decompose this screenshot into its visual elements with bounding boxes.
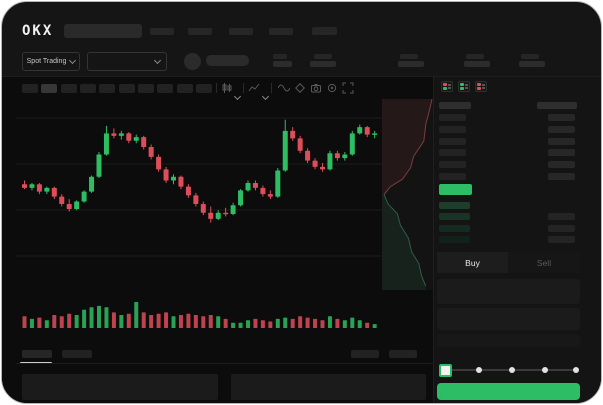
timeframe-button[interactable]	[177, 84, 193, 93]
ask-row-amount[interactable]	[548, 137, 575, 145]
nav-item[interactable]	[229, 28, 253, 35]
orders-panel-placeholder	[22, 374, 218, 400]
bottom-tab[interactable]	[62, 350, 92, 358]
sell-tab-label: Sell	[536, 257, 552, 268]
price-input[interactable]	[437, 279, 580, 304]
search-input[interactable]	[64, 24, 142, 38]
candlestick-chart[interactable]	[16, 98, 382, 298]
depth-chart	[382, 99, 433, 290]
amount-slider-handle[interactable]	[439, 364, 452, 377]
market-type-label: Spot Trading	[26, 58, 67, 65]
ask-row-amount[interactable]	[548, 161, 575, 169]
bottom-action[interactable]	[389, 350, 417, 358]
bid-row-amount[interactable]	[548, 236, 575, 243]
chevron-down-icon	[69, 56, 77, 65]
book-header-price	[439, 102, 471, 109]
ask-row-price[interactable]	[439, 125, 466, 133]
slider-stop-75[interactable]	[542, 367, 548, 373]
book-bids-icon[interactable]	[458, 81, 470, 92]
buy-tab-label: Buy	[465, 257, 480, 268]
ask-row-amount[interactable]	[548, 149, 575, 157]
ask-row-amount[interactable]	[548, 125, 575, 133]
indicators-icon[interactable]	[248, 82, 260, 94]
bid-row-price[interactable]	[439, 202, 470, 209]
slider-stop-25[interactable]	[476, 367, 482, 373]
volume-chart	[22, 302, 377, 328]
timeframe-button-active[interactable]	[41, 84, 57, 93]
pair-name-placeholder	[206, 55, 249, 66]
book-combined-icon[interactable]	[441, 81, 453, 92]
gear-icon[interactable]	[326, 82, 338, 94]
ask-row-price[interactable]	[439, 149, 466, 157]
ask-row-price[interactable]	[439, 137, 466, 145]
ask-row-amount[interactable]	[548, 173, 575, 180]
slider-stop-50[interactable]	[509, 367, 515, 373]
tab-buy[interactable]: Buy	[437, 252, 508, 273]
camera-icon[interactable]	[310, 82, 322, 94]
eraser-icon[interactable]	[294, 82, 306, 94]
slider-stop-100[interactable]	[573, 367, 579, 373]
toolbar-divider	[216, 83, 217, 93]
ask-row-amount[interactable]	[548, 114, 575, 121]
timeframe-button[interactable]	[119, 84, 135, 93]
chevron-down-icon	[153, 56, 162, 65]
nav-item[interactable]	[312, 27, 337, 35]
toolbar-divider	[243, 83, 244, 93]
bid-row-amount[interactable]	[548, 224, 575, 232]
nav-item[interactable]	[269, 28, 293, 35]
bid-row-amount[interactable]	[548, 213, 575, 220]
nav-item[interactable]	[150, 28, 174, 35]
timeframe-button[interactable]	[138, 84, 154, 93]
toolbar-divider	[271, 83, 272, 93]
bid-row-price[interactable]	[439, 224, 470, 232]
ask-row-price[interactable]	[439, 161, 466, 169]
timeframe-button[interactable]	[99, 84, 115, 93]
bottom-action[interactable]	[351, 350, 379, 358]
bottom-tab-active[interactable]	[22, 350, 52, 358]
pair-selector[interactable]	[87, 52, 167, 71]
amount-input[interactable]	[437, 308, 580, 330]
timeframe-button[interactable]	[22, 84, 38, 93]
book-header-amount	[537, 102, 577, 109]
orderbook-trade-panel: Buy Sell	[433, 77, 601, 403]
history-panel-placeholder	[231, 374, 426, 400]
timeframe-button[interactable]	[80, 84, 96, 93]
total-field[interactable]	[437, 334, 580, 347]
bid-row-price[interactable]	[439, 213, 470, 221]
bottom-divider	[16, 363, 433, 364]
nav-item[interactable]	[188, 28, 212, 35]
timeframe-button[interactable]	[196, 84, 212, 93]
fullscreen-icon[interactable]	[342, 82, 354, 94]
ask-row-price[interactable]	[439, 114, 466, 121]
book-asks-icon[interactable]	[475, 81, 487, 92]
tab-sell[interactable]: Sell	[508, 252, 580, 273]
last-price-bar	[439, 184, 472, 195]
wave-line-icon[interactable]	[278, 82, 290, 94]
ask-row-price[interactable]	[439, 173, 466, 180]
candle-style-icon[interactable]	[221, 82, 233, 94]
timeframe-button[interactable]	[157, 84, 173, 93]
coin-icon	[184, 53, 201, 70]
header-divider	[2, 76, 601, 77]
buy-button[interactable]	[437, 383, 580, 400]
market-type-selector[interactable]: Spot Trading	[22, 52, 80, 71]
bid-row-price[interactable]	[439, 236, 470, 244]
timeframe-button[interactable]	[61, 84, 77, 93]
okx-logo[interactable]: OKX	[22, 23, 54, 39]
